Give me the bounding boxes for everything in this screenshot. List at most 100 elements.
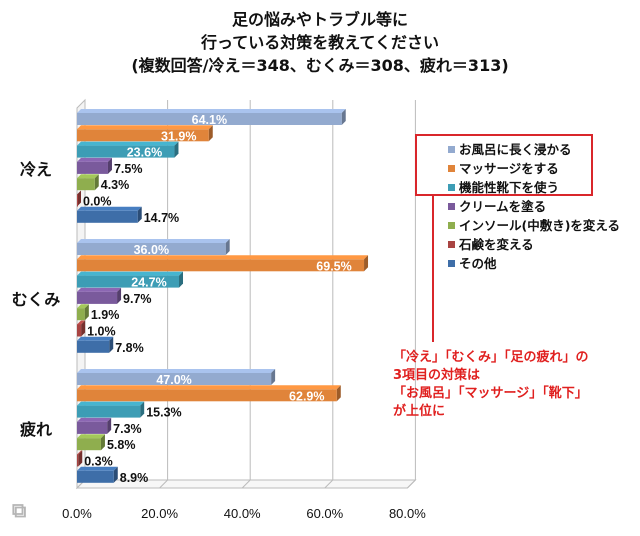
- data-label: 31.9%: [161, 129, 196, 143]
- bar-top: [77, 336, 114, 341]
- x-tick-label: 40.0%: [224, 506, 261, 521]
- data-label: 9.7%: [123, 292, 152, 306]
- title-line-1: 足の悩みやトラブル等に: [231, 10, 408, 29]
- legend-swatch: [448, 165, 455, 172]
- bar-side: [271, 369, 276, 385]
- data-label: 62.9%: [289, 389, 324, 403]
- legend-swatch: [448, 222, 455, 229]
- gridline-depth: [324, 479, 334, 489]
- bar: [77, 243, 226, 255]
- data-label: 47.0%: [156, 373, 191, 387]
- legend-label: 機能性靴下を使う: [459, 180, 560, 195]
- bar: [77, 275, 180, 288]
- bar: [77, 389, 337, 402]
- bar-top: [77, 401, 145, 406]
- bar-top: [77, 385, 341, 390]
- gridline-depth: [159, 479, 168, 489]
- bar-side: [107, 417, 112, 434]
- bar: [77, 470, 114, 483]
- annotation-line: 「冷え」「むくみ」「足の疲れ」の: [393, 350, 589, 365]
- bar-top: [77, 304, 89, 309]
- data-label: 23.6%: [127, 146, 162, 160]
- legend-swatch: [448, 241, 455, 248]
- x-tick-label: 80.0%: [389, 506, 426, 521]
- bar-side: [174, 141, 179, 158]
- bar-side: [100, 434, 105, 451]
- legend-swatch: [448, 260, 455, 267]
- data-label: 24.7%: [131, 276, 166, 290]
- bar-side: [84, 304, 89, 321]
- bar-top: [77, 109, 346, 113]
- bar: [77, 308, 85, 321]
- data-label: 0.0%: [83, 195, 112, 209]
- bar-top: [77, 206, 142, 211]
- legend-label: クリームを塗る: [459, 199, 547, 214]
- data-label: 14.7%: [144, 211, 179, 225]
- bar-top: [77, 271, 184, 276]
- bar-top: [77, 320, 86, 325]
- annotation: 「冷え」「むくみ」「足の疲れ」の 3項目の対策は 「お風呂」「マッサージ」「靴下…: [393, 349, 589, 421]
- bar: [77, 194, 78, 207]
- bar-side: [109, 336, 114, 353]
- title-line-3: (複数回答/冷え＝348、むくみ＝308、疲れ＝313): [131, 56, 509, 75]
- data-label: 8.9%: [120, 471, 149, 485]
- legend-item: お風呂に長く浸かる: [448, 140, 620, 159]
- bar: [77, 161, 108, 174]
- data-label: 64.1%: [192, 113, 227, 127]
- bar-top: [77, 157, 112, 162]
- legend-item: マッサージをする: [448, 159, 620, 178]
- highlight-box: [415, 134, 593, 196]
- bar-top: [77, 434, 105, 439]
- bar-top: [77, 287, 122, 292]
- legend-item: インソール(中敷き)を変える: [448, 216, 620, 235]
- bar-side: [208, 125, 213, 142]
- bar: [77, 145, 175, 158]
- bar: [77, 259, 365, 272]
- bar-top: [77, 141, 179, 146]
- watermark-logo: ⧉: [12, 498, 27, 522]
- bar: [77, 210, 138, 223]
- legend-label: インソール(中敷き)を変える: [459, 218, 621, 233]
- annotation-line: 「お風呂」「マッサージ」「靴下」: [393, 386, 588, 401]
- data-label: 1.9%: [91, 308, 120, 322]
- data-label: 69.5%: [316, 259, 351, 273]
- legend-item: その他: [448, 254, 620, 273]
- annotation-line: 3項目の対策は: [393, 368, 481, 383]
- bar: [77, 178, 95, 191]
- bar-side: [336, 385, 341, 402]
- bar-side: [94, 174, 99, 191]
- bar: [77, 340, 110, 353]
- legend-swatch: [448, 146, 455, 153]
- data-label: 7.3%: [113, 422, 142, 436]
- bar: [77, 373, 272, 385]
- bar-side: [107, 157, 112, 174]
- annotation-line: が上位に: [393, 404, 446, 419]
- bar-top: [77, 417, 112, 422]
- bar-top: [77, 255, 369, 260]
- bar-top: [77, 239, 230, 243]
- gridline-depth: [241, 479, 251, 489]
- legend-swatch: [448, 184, 455, 191]
- category-label: 冷え: [20, 160, 52, 179]
- bar: [77, 324, 82, 337]
- x-tick-label: 0.0%: [62, 506, 92, 521]
- data-label: 0.3%: [84, 455, 113, 469]
- bar-top: [77, 369, 276, 373]
- x-tick-label: 60.0%: [306, 506, 343, 521]
- data-label: 7.8%: [115, 341, 143, 355]
- legend-swatch: [448, 203, 455, 210]
- bar: [77, 438, 101, 451]
- legend-item: 機能性靴下を使う: [448, 178, 620, 197]
- category-label: むくみ: [12, 290, 61, 309]
- bar: [77, 291, 118, 304]
- data-label: 15.3%: [146, 406, 181, 420]
- bar-side: [364, 255, 369, 272]
- legend-label: マッサージをする: [459, 161, 559, 176]
- bar: [77, 454, 79, 467]
- data-label: 7.5%: [114, 162, 143, 176]
- bar-top: [77, 174, 99, 179]
- legend-label: 石鹸を変える: [459, 237, 534, 252]
- bar: [77, 405, 141, 418]
- bar-side: [137, 206, 142, 223]
